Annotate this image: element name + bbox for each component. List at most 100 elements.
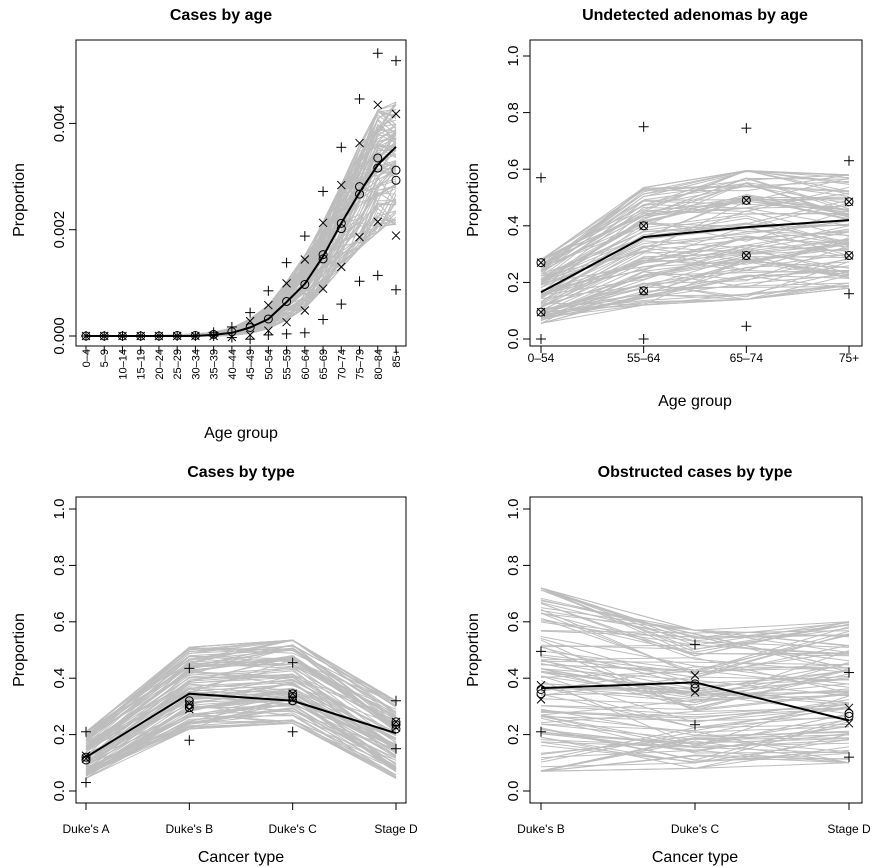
observed-circle-marker	[336, 224, 346, 234]
simulation-line	[540, 210, 850, 279]
cross-stroke	[391, 109, 401, 119]
simulation-line	[540, 707, 850, 724]
y-tick-label: 0.0	[505, 329, 522, 350]
cross-stroke	[844, 703, 854, 713]
simulation-line	[85, 714, 397, 776]
interval-plus-marker	[536, 646, 546, 657]
interval-plus-marker	[844, 752, 854, 763]
simulation-line	[85, 668, 397, 760]
plot-area-2: 0.0 0.2 0.4 0.6 0.8 1.0 Duke's A Duke's B Duke's…	[51, 496, 418, 836]
simulation-line	[85, 698, 397, 772]
simulation-line	[85, 648, 397, 736]
y-tick-label: 0.6	[51, 611, 68, 632]
simulation-line	[540, 282, 850, 320]
x-tick-label: Duke's B	[517, 822, 565, 836]
x-tick-label: 30–34	[190, 349, 202, 380]
interval-plus-marker	[245, 307, 256, 318]
observed-circle-marker	[391, 165, 401, 175]
observed-cross-marker	[288, 694, 298, 704]
observed-cross-marker	[318, 284, 328, 294]
simulation-line	[540, 634, 850, 671]
simulation-line	[540, 668, 850, 696]
cross-stroke	[300, 255, 310, 264]
observed-cross-marker	[300, 255, 310, 264]
simulation-line	[86, 130, 397, 337]
interval-plus-marker	[354, 93, 365, 104]
x-tick-label: 60–64	[300, 349, 312, 380]
simulation-line	[540, 196, 850, 289]
simulation-line	[540, 658, 850, 708]
simulation-line	[85, 707, 397, 774]
cross-stroke	[245, 316, 255, 326]
y-tick-label: 0.4	[505, 668, 522, 689]
plot-frame	[529, 39, 863, 347]
observed-cross-marker	[81, 754, 91, 763]
simulation-line	[85, 722, 397, 779]
observed-circle-marker	[355, 189, 365, 199]
interval-plus-marker	[391, 284, 401, 295]
simulation-line	[540, 676, 850, 696]
simulation-line	[85, 705, 397, 779]
interval-plus-marker	[391, 743, 401, 754]
observed-circle-marker	[639, 221, 649, 231]
simulation-line	[540, 199, 850, 281]
interval-plus-marker	[741, 123, 752, 134]
interval-plus-marker	[318, 186, 329, 197]
median-line	[85, 692, 397, 759]
observed-circle-marker	[844, 711, 854, 721]
observed-cross-marker	[282, 317, 291, 327]
observed-cross-marker	[245, 316, 255, 326]
interval-plus-marker	[844, 155, 854, 166]
x-tick-label: 50–54	[263, 349, 275, 380]
interval-plus-marker	[354, 276, 365, 287]
observed-cross-marker	[81, 751, 91, 761]
interval-plus-marker	[690, 639, 700, 650]
interval-plus-marker	[226, 332, 237, 343]
cross-stroke	[844, 197, 854, 207]
cross-stroke	[391, 231, 401, 240]
cross-stroke	[336, 180, 346, 190]
cross-stroke	[81, 754, 91, 763]
interval-plus-marker	[263, 329, 274, 340]
simulation-line	[540, 223, 850, 295]
y-tick-label: 0.0	[51, 781, 68, 802]
simulation-line	[85, 639, 397, 738]
panel-title: Undetected adenomas by age	[582, 7, 808, 24]
observed-circle-marker	[690, 679, 700, 689]
cross-stroke	[282, 317, 291, 327]
interval-plus-marker	[190, 331, 201, 341]
observed-cross-marker	[844, 251, 854, 260]
simulation-line	[540, 183, 850, 265]
plot-frame	[75, 39, 407, 347]
simulation-line	[540, 732, 850, 744]
panel-title: Cases by age	[170, 7, 272, 24]
interval-plus-marker	[184, 663, 195, 674]
x-tick-label: 45–49	[245, 349, 257, 380]
y-tick-label: 0.6	[505, 159, 522, 180]
observed-cross-marker	[536, 694, 546, 704]
simulation-line	[85, 687, 397, 770]
simulation-line	[540, 719, 850, 745]
simulation-line	[540, 715, 850, 749]
interval-plus-marker	[336, 142, 347, 153]
interval-plus-marker	[299, 231, 310, 242]
interval-plus-marker	[741, 321, 752, 332]
simulation-line	[540, 657, 850, 694]
x-tick-label: 10–14	[117, 349, 129, 380]
observed-cross-marker	[391, 723, 401, 732]
simulation-line	[540, 717, 850, 754]
y-tick-label: 0.2	[505, 272, 522, 293]
x-tick-label: 70–74	[336, 349, 348, 380]
simulation-line	[540, 235, 850, 303]
interval-plus-marker	[844, 288, 854, 299]
observed-circle-marker	[639, 286, 649, 296]
simulation-line	[540, 275, 850, 318]
observed-cross-marker	[536, 680, 546, 690]
interval-plus-marker	[638, 334, 649, 344]
plot-frame	[75, 496, 407, 804]
observed-circle-marker	[263, 314, 273, 324]
simulation-line	[540, 749, 850, 764]
simulation-line	[540, 612, 850, 675]
interval-plus-marker	[391, 55, 401, 66]
